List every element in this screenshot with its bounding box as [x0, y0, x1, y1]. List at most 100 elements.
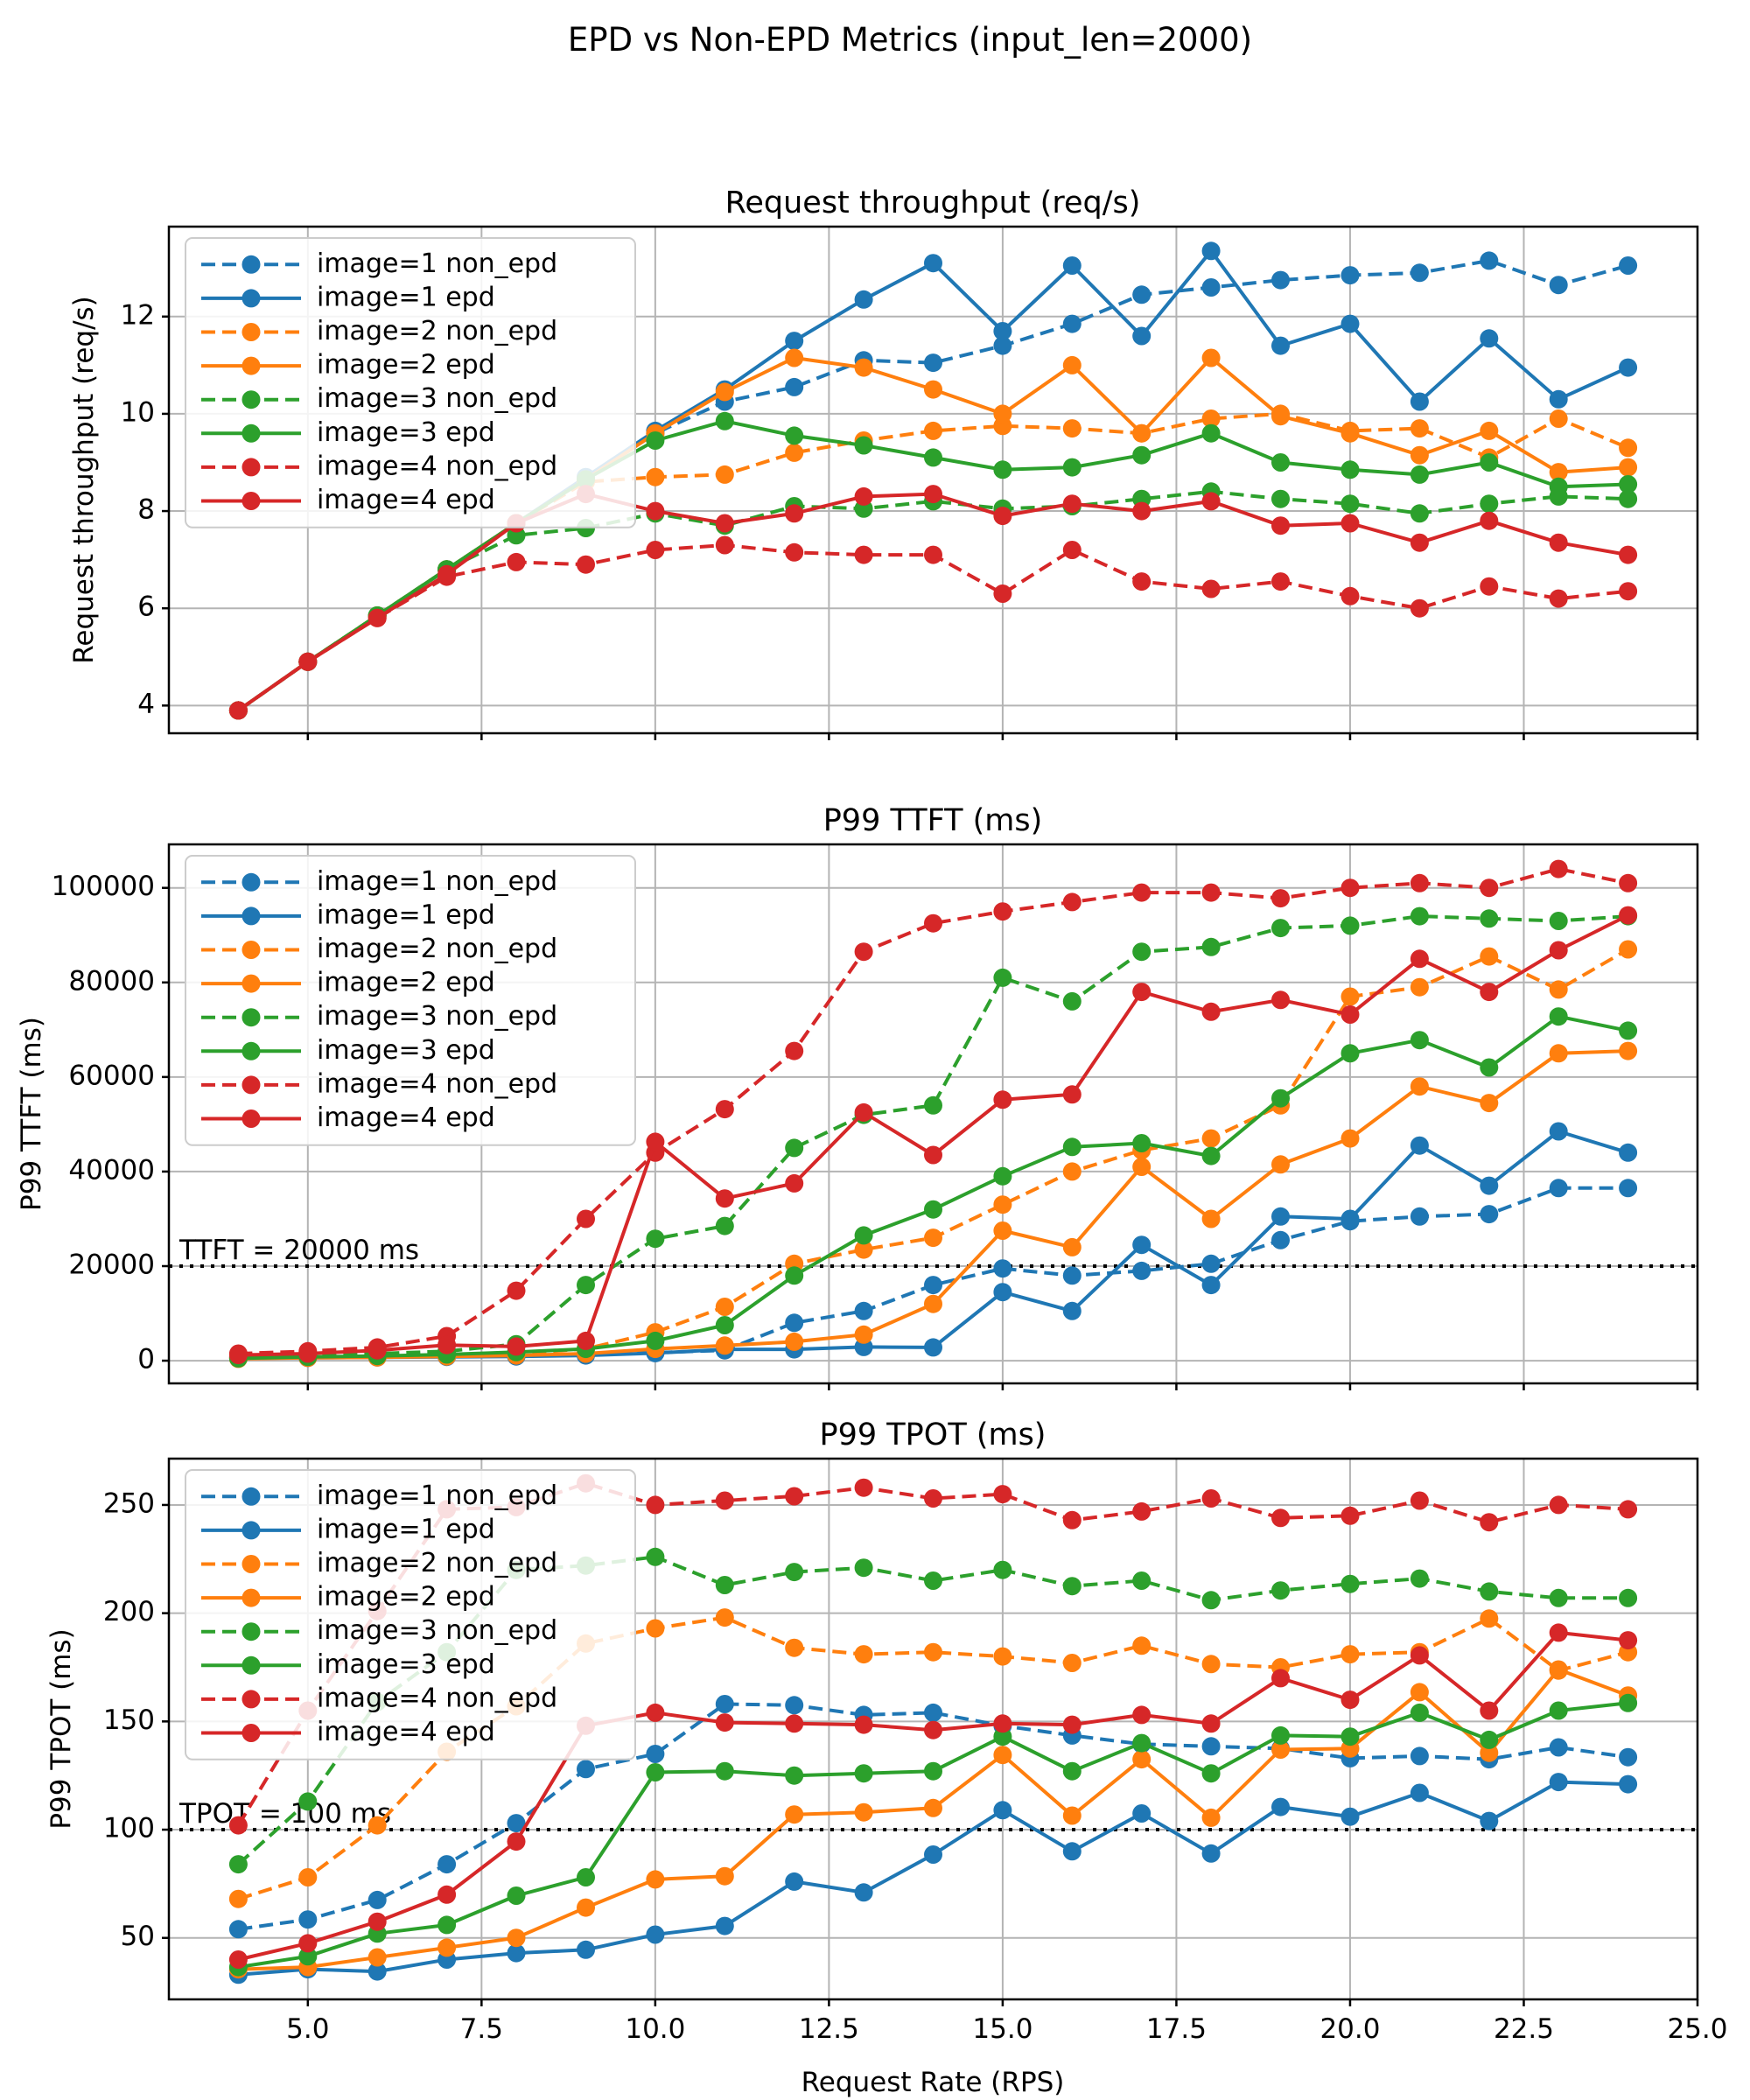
data-point	[785, 1714, 804, 1733]
legend-label: image=2 epd	[317, 1582, 495, 1613]
data-point	[785, 1332, 804, 1351]
legend-item: image=1 non_epd	[201, 248, 557, 279]
data-point	[785, 1766, 804, 1785]
data-point	[1549, 859, 1568, 878]
data-point	[507, 1832, 526, 1852]
data-point	[1340, 1807, 1360, 1826]
data-point	[1132, 501, 1152, 521]
legend-box	[185, 237, 636, 528]
data-point	[228, 1889, 248, 1908]
legend-item: image=2 epd	[201, 1582, 495, 1613]
data-point	[1619, 1747, 1638, 1767]
x-tick-label: 22.5	[1494, 2013, 1554, 2045]
data-point	[1271, 1669, 1290, 1688]
legend-label: image=4 epd	[317, 1717, 495, 1747]
data-point	[1619, 1631, 1638, 1650]
data-point	[1132, 1236, 1152, 1255]
data-point	[785, 1313, 804, 1333]
data-point	[785, 332, 804, 351]
data-point	[1132, 1705, 1152, 1725]
data-point	[854, 1764, 873, 1783]
data-point	[993, 1560, 1012, 1579]
legend-marker	[242, 941, 261, 959]
data-point	[1480, 1513, 1499, 1532]
data-point	[1062, 314, 1082, 333]
data-point	[785, 1696, 804, 1715]
y-tick-label: 50	[121, 1921, 155, 1952]
legend-label: image=3 non_epd	[317, 1001, 557, 1032]
data-point	[507, 552, 526, 571]
data-point	[1549, 1588, 1568, 1607]
data-point	[1201, 1764, 1221, 1783]
x-tick-label: 12.5	[799, 2013, 859, 2045]
data-point	[1132, 942, 1152, 962]
legend-item: image=4 non_epd	[201, 451, 557, 481]
data-point	[1340, 266, 1360, 285]
series-line	[238, 867, 1628, 1355]
legend-marker	[242, 390, 261, 410]
data-point	[715, 411, 734, 430]
data-point	[993, 1166, 1012, 1186]
data-point	[368, 1816, 387, 1835]
chart-title: Request throughput (req/s)	[725, 186, 1141, 220]
data-point	[368, 608, 387, 627]
legend-item: image=1 epd	[201, 900, 495, 930]
data-point	[1410, 419, 1429, 438]
legend-label: image=1 non_epd	[317, 1480, 557, 1511]
legend-marker	[242, 424, 261, 443]
data-point	[1410, 504, 1429, 523]
plot-border	[167, 1457, 1699, 2001]
data-point	[577, 1868, 595, 1886]
data-point	[438, 1915, 457, 1935]
data-point	[438, 1885, 457, 1904]
data-point	[228, 701, 248, 720]
data-point	[1271, 919, 1290, 938]
data-point	[646, 467, 665, 486]
data-point	[924, 1798, 942, 1817]
data-point	[854, 290, 873, 309]
data-point	[993, 1647, 1012, 1666]
data-point	[646, 1619, 665, 1638]
data-point	[993, 460, 1012, 480]
data-point	[1410, 263, 1429, 283]
data-point	[1549, 589, 1568, 608]
data-point	[924, 1642, 942, 1662]
data-point	[715, 1761, 734, 1781]
data-point	[854, 1883, 873, 1902]
data-point	[993, 1485, 1012, 1504]
data-point	[1340, 1727, 1360, 1746]
data-point	[507, 1928, 526, 1948]
data-point	[715, 1298, 734, 1316]
data-point	[785, 443, 804, 462]
data-point	[1619, 1021, 1638, 1040]
data-point	[1062, 541, 1082, 559]
data-point	[854, 436, 873, 455]
data-point	[1549, 1179, 1568, 1198]
data-point	[646, 1547, 665, 1566]
data-point	[646, 1331, 665, 1350]
data-point	[1271, 489, 1290, 508]
legend-label: image=3 non_epd	[317, 383, 557, 414]
chart-title: P99 TTFT (ms)	[823, 803, 1043, 838]
data-point	[1062, 1510, 1082, 1530]
chart-request-throughput-req-s: 4 6 8 10 12 Request throughput (req/s) Request…	[68, 186, 1699, 740]
data-point	[577, 1331, 595, 1350]
data-point	[1619, 873, 1638, 892]
data-point	[1619, 545, 1638, 564]
data-point	[924, 914, 942, 933]
data-point	[924, 1276, 942, 1295]
legend-item: image=3 non_epd	[201, 1615, 557, 1646]
data-point	[993, 1283, 1012, 1302]
legend-label: image=3 epd	[317, 1035, 495, 1066]
data-point	[1549, 410, 1568, 428]
data-point	[1201, 1591, 1221, 1610]
data-point	[1619, 940, 1638, 959]
data-point	[1410, 533, 1429, 552]
data-point	[1619, 1693, 1638, 1712]
data-point	[1410, 598, 1429, 618]
data-point	[1201, 410, 1221, 428]
data-point	[1201, 1209, 1221, 1228]
data-point	[1132, 572, 1152, 592]
data-point	[507, 1337, 526, 1356]
